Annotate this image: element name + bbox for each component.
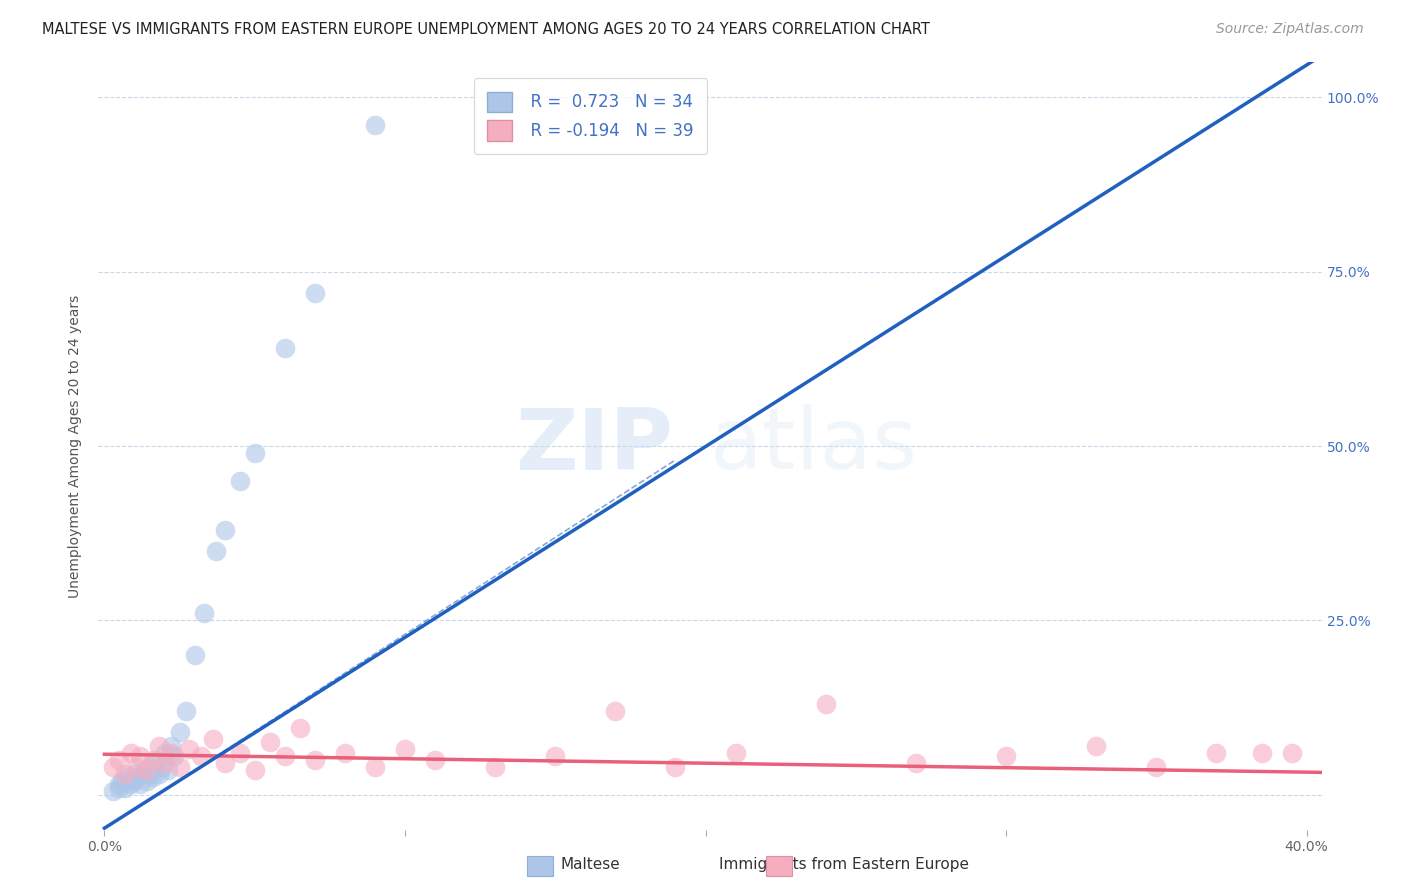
Text: ZIP: ZIP bbox=[516, 404, 673, 488]
Legend:   R =  0.723   N = 34,   R = -0.194   N = 39: R = 0.723 N = 34, R = -0.194 N = 39 bbox=[474, 78, 707, 154]
Point bbox=[288, 722, 311, 736]
Point bbox=[124, 773, 146, 788]
Point bbox=[1085, 739, 1108, 753]
Point bbox=[121, 746, 143, 760]
Point bbox=[1250, 746, 1272, 760]
Point bbox=[243, 446, 266, 460]
Point bbox=[177, 742, 200, 756]
Point bbox=[150, 760, 173, 774]
Point bbox=[193, 607, 215, 621]
Point bbox=[394, 742, 416, 756]
Point bbox=[364, 760, 387, 774]
Point bbox=[664, 760, 686, 774]
Point bbox=[145, 753, 167, 767]
Text: MALTESE VS IMMIGRANTS FROM EASTERN EUROPE UNEMPLOYMENT AMONG AGES 20 TO 24 YEARS: MALTESE VS IMMIGRANTS FROM EASTERN EUROP… bbox=[42, 22, 929, 37]
Point bbox=[423, 753, 446, 767]
Point bbox=[148, 766, 170, 780]
Point bbox=[138, 760, 160, 774]
Point bbox=[135, 773, 157, 788]
Point bbox=[108, 780, 131, 795]
Point bbox=[156, 764, 179, 778]
Point bbox=[114, 766, 136, 780]
Point bbox=[274, 342, 297, 356]
Point bbox=[364, 118, 387, 132]
Point bbox=[141, 770, 163, 784]
Y-axis label: Unemployment Among Ages 20 to 24 years: Unemployment Among Ages 20 to 24 years bbox=[69, 294, 83, 598]
Point bbox=[162, 749, 184, 764]
Point bbox=[204, 543, 226, 558]
Point bbox=[124, 766, 146, 780]
Point bbox=[135, 764, 157, 778]
Point bbox=[190, 749, 212, 764]
Point bbox=[304, 285, 326, 300]
Point bbox=[605, 704, 627, 718]
Point bbox=[111, 773, 134, 788]
Point bbox=[169, 760, 191, 774]
Point bbox=[103, 760, 125, 774]
Point bbox=[121, 777, 143, 791]
Point bbox=[159, 746, 181, 760]
Point bbox=[127, 770, 149, 784]
Point bbox=[214, 756, 236, 771]
Point bbox=[484, 760, 506, 774]
Point bbox=[814, 697, 837, 711]
Text: atlas: atlas bbox=[710, 404, 918, 488]
Point bbox=[153, 756, 176, 771]
Point bbox=[243, 764, 266, 778]
Point bbox=[159, 739, 181, 753]
Point bbox=[153, 746, 176, 760]
Text: Source: ZipAtlas.com: Source: ZipAtlas.com bbox=[1216, 22, 1364, 37]
Point bbox=[1205, 746, 1227, 760]
Point bbox=[129, 749, 152, 764]
Point bbox=[117, 770, 139, 784]
Point bbox=[228, 746, 250, 760]
Point bbox=[259, 735, 281, 749]
Point bbox=[201, 731, 224, 746]
Point bbox=[108, 753, 131, 767]
Point bbox=[103, 784, 125, 798]
Text: Immigrants from Eastern Europe: Immigrants from Eastern Europe bbox=[718, 857, 969, 872]
Point bbox=[1144, 760, 1167, 774]
Point bbox=[304, 753, 326, 767]
Point bbox=[132, 764, 155, 778]
Point bbox=[169, 725, 191, 739]
Point bbox=[114, 780, 136, 795]
Point bbox=[129, 777, 152, 791]
Point bbox=[228, 474, 250, 488]
Point bbox=[138, 766, 160, 780]
Point bbox=[333, 746, 356, 760]
Point bbox=[995, 749, 1018, 764]
Point bbox=[544, 749, 567, 764]
Point bbox=[183, 648, 205, 663]
Point bbox=[148, 739, 170, 753]
Point bbox=[1281, 746, 1303, 760]
Point bbox=[127, 760, 149, 774]
Point bbox=[724, 746, 747, 760]
Point bbox=[174, 704, 197, 718]
Point bbox=[108, 777, 131, 791]
Point bbox=[214, 523, 236, 537]
Point bbox=[904, 756, 927, 771]
Text: Maltese: Maltese bbox=[561, 857, 620, 872]
Point bbox=[274, 749, 297, 764]
Point bbox=[141, 753, 163, 767]
